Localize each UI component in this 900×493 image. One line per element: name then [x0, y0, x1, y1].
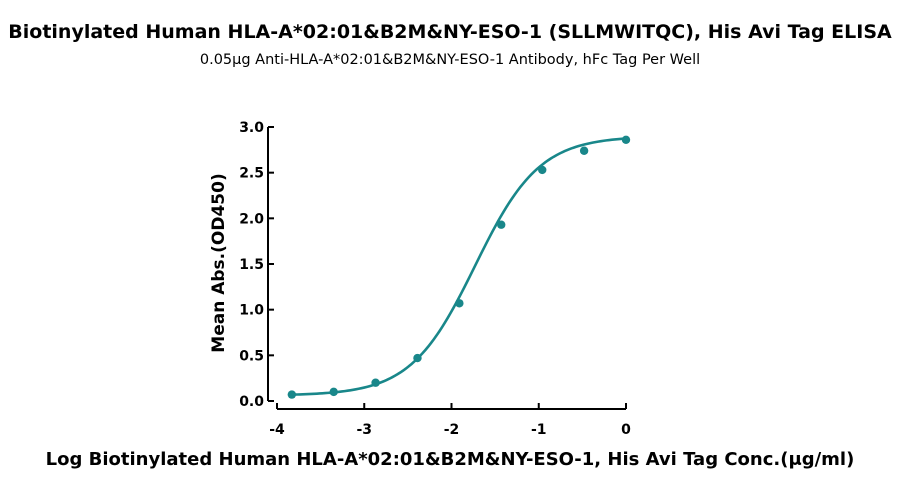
y-axis-label: Mean Abs.(OD450): [209, 173, 229, 352]
data-point: [579, 146, 589, 155]
x-tick-label: -3: [356, 422, 372, 438]
y-tick-label: 2.0: [239, 211, 264, 227]
data-point: [287, 390, 297, 399]
x-tick-label: -2: [444, 422, 460, 438]
x-tick-label: -1: [531, 422, 547, 438]
chart-subtitle: 0.05μg Anti-HLA-A*02:01&B2M&NY-ESO-1 Ant…: [199, 52, 701, 68]
x-axis-label: Log Biotinylated Human HLA-A*02:01&B2M&N…: [45, 449, 855, 470]
data-point: [455, 299, 464, 308]
y-tick-label: 2.5: [239, 166, 264, 182]
y-tick-label: 1.0: [239, 303, 264, 319]
data-point: [329, 387, 338, 397]
x-tick-label: -4: [269, 422, 285, 438]
data-point: [371, 378, 380, 387]
chart-title: Biotinylated Human HLA-A*02:01&B2M&NY-ES…: [8, 21, 892, 43]
data-point: [538, 165, 547, 175]
fit-curve: [291, 137, 627, 396]
data-point: [497, 220, 506, 229]
y-tick-label: 0.0: [239, 394, 264, 410]
data-points-layer: [287, 135, 631, 399]
y-tick-label: 1.5: [239, 257, 264, 273]
y-tick-label: 0.5: [239, 348, 264, 364]
data-point: [621, 135, 631, 144]
fit-curve-layer: [291, 137, 627, 396]
x-tick-label: 0: [621, 422, 631, 438]
data-point: [413, 353, 422, 363]
axes: 0.0 0.5 1.0 1.5 2.0 2.5 3.0 -4 -3 -2 -1 0: [239, 120, 631, 438]
y-tick-label: 3.0: [239, 120, 264, 136]
